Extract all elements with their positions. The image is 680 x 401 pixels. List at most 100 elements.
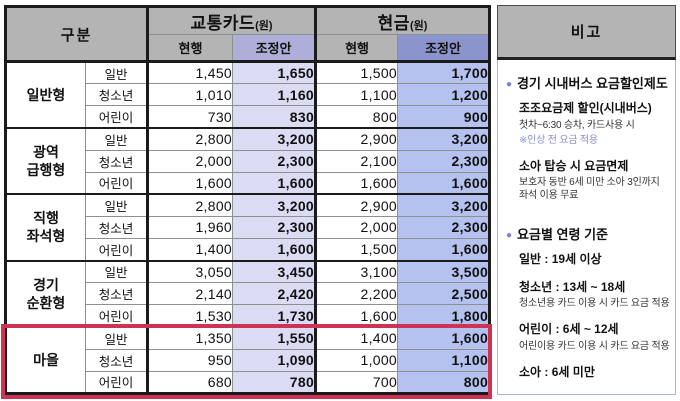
remarks-item: 보호자 동반 6세 미만 소아 3인까지 좌석 이용 무료 [519, 177, 660, 202]
cash-adjusted-header: 조정안 [397, 34, 491, 63]
cash-current-fare: 2,100 [315, 149, 399, 173]
cash-current-fare: 2,900 [315, 193, 399, 217]
group-header-row: 구분 교통카드(원) 현금(원) [4, 6, 491, 63]
card-current-fare: 2,800 [147, 127, 234, 151]
card-current-header: 현행 [147, 34, 234, 63]
card-current-fare: 3,050 [147, 260, 234, 284]
cash-adjusted-fare: 2,300 [397, 215, 491, 240]
age-label: 청소년 [84, 348, 150, 372]
age-label: 일반 [84, 326, 150, 350]
corner-header: 구분 [4, 6, 150, 63]
fare-row: 직행 좌석형 일반 2,800 3,200 2,900 3,200 [5, 193, 491, 262]
remarks-section-title-text: 경기 시내버스 요금할인제도 [517, 76, 668, 91]
cash-group-unit: (원) [409, 19, 428, 32]
cash-current-fare: 1,600 [315, 304, 399, 329]
age-label: 일반 [84, 193, 150, 217]
age-label: 일반 [84, 127, 150, 151]
cash-adjusted-fare: 1,700 [397, 60, 491, 85]
cash-adjusted-fare: 3,200 [397, 193, 491, 217]
cash-current-fare: 1,400 [315, 326, 399, 350]
card-group-unit: (원) [255, 19, 273, 32]
card-group-header: 교통카드(원) [147, 6, 318, 35]
remarks-item: 첫차~6:30 승차, 카드사용 시 [519, 119, 635, 131]
fare-row: 어린이 1,530 1,730 1,600 1,800 [6, 304, 491, 329]
fare-row: 청소년 950 1,090 1,000 1,100 [6, 348, 491, 372]
card-current-fare: 1,350 [147, 326, 234, 350]
sub-header-row: 현행 조정안 현행 조정안 [6, 34, 491, 63]
card-adjusted-fare: 3,200 [232, 193, 318, 217]
card-adjusted-fare: 3,450 [232, 260, 318, 284]
cash-adjusted-fare: 800 [397, 370, 491, 395]
card-current-fare: 730 [147, 105, 234, 129]
cash-adjusted-fare: 900 [397, 105, 491, 129]
age-label: 청소년 [84, 215, 150, 240]
cash-adjusted-fare: 1,600 [397, 326, 491, 350]
fare-row: 어린이 1,400 1,600 1,500 1,600 [6, 237, 491, 262]
card-adjusted-fare: 2,300 [232, 215, 318, 240]
row-group-label: 광역 급행형 [5, 127, 86, 196]
age-label: 일반 [84, 60, 150, 85]
remarks-item: 어린이용 카드 이용 시 카드 요금 적용 [519, 340, 670, 352]
remarks-item: 청소년용 카드 이용 시 카드 요금 적용 [519, 298, 670, 310]
cash-current-fare: 1,000 [315, 348, 399, 372]
card-adjusted-fare: 3,200 [232, 127, 318, 151]
fare-row: 광역 급행형 일반 2,800 3,200 2,900 3,200 [5, 127, 491, 196]
card-adjusted-fare: 1,650 [232, 60, 318, 85]
fare-row: 마을 일반 1,350 1,550 1,400 1,600 [5, 326, 491, 395]
fare-row: 일반형 일반 1,450 1,650 1,500 1,700 [5, 60, 491, 129]
row-group-label: 경기 순환형 [5, 260, 86, 329]
fare-row: 청소년 1,010 1,160 1,100 1,200 [6, 83, 491, 107]
fare-row: 어린이 680 780 700 800 [6, 370, 491, 395]
cash-adjusted-fare: 1,800 [397, 304, 491, 329]
cash-adjusted-fare: 2,300 [397, 149, 491, 173]
cash-adjusted-fare: 3,200 [397, 127, 491, 151]
fare-row: 청소년 2,140 2,420 2,200 2,500 [6, 282, 491, 306]
card-current-fare: 680 [147, 370, 234, 395]
cash-group-label: 현금 [377, 13, 410, 33]
bullet-icon: ● [506, 230, 513, 242]
age-label: 청소년 [84, 83, 150, 107]
card-current-fare: 1,530 [147, 304, 234, 329]
card-current-fare: 1,400 [147, 237, 234, 262]
remarks-header: 비고 [497, 5, 676, 60]
fare-row: 경기 순환형 일반 3,050 3,450 3,100 3,500 [5, 260, 491, 329]
card-adjusted-fare: 1,160 [232, 83, 318, 107]
card-adjusted-fare: 1,600 [232, 237, 318, 262]
card-adjusted-fare: 780 [232, 370, 318, 395]
fare-table-header: 구분 교통카드(원) 현금(원) 현행 조정안 현행 조정안 [4, 6, 491, 63]
cash-adjusted-fare: 3,500 [397, 260, 491, 284]
age-label: 일반 [84, 260, 150, 284]
cash-current-fare: 1,600 [315, 171, 399, 196]
remarks-item: 어린이 : 6세 ~ 12세 [519, 322, 619, 337]
cash-current-fare: 700 [315, 370, 399, 395]
remarks-section-title-text: 요금별 연령 기준 [517, 227, 608, 243]
card-current-fare: 2,000 [147, 149, 234, 173]
remarks-item: 조조요금제 할인(시내버스) [519, 101, 652, 115]
age-label: 청소년 [84, 282, 150, 306]
fare-table-body: 일반형 일반 1,450 1,650 1,500 1,700 청소년 1,010 1,160 1,… [5, 60, 491, 395]
remarks-items: 조조요금제 할인(시내버스) 첫차~6:30 승차, 카드사용 시 ※인상 전 요금… [506, 101, 671, 202]
cash-current-fare: 1,100 [315, 83, 399, 107]
cash-current-fare: 2,900 [315, 127, 399, 151]
remarks-section-title: ● 경기 시내버스 요금할인제도 [506, 73, 671, 92]
card-adjusted-fare: 830 [232, 105, 318, 129]
fare-row: 어린이 730 830 800 900 [6, 105, 491, 129]
remarks-items: 일반 : 19세 이상 청소년 : 13세 ~ 18세 청소년용 카드 이용 시 카… [506, 252, 671, 380]
cash-current-fare: 800 [315, 105, 399, 129]
cash-adjusted-fare: 2,500 [397, 282, 491, 306]
card-current-fare: 2,800 [147, 193, 234, 217]
cash-adjusted-fare: 1,600 [397, 171, 491, 196]
remarks-item: 소아 탑승 시 요금면제 [519, 158, 629, 173]
remarks-panel: 비고 ● 경기 시내버스 요금할인제도 조조요금제 할인(시내버스) 첫차~6:30 … [497, 5, 676, 395]
cash-group-header: 현금(원) [315, 6, 491, 35]
card-current-fare: 950 [147, 348, 234, 372]
remarks-item: ※인상 전 요금 적용 [519, 134, 598, 146]
age-label: 어린이 [84, 105, 150, 129]
age-label: 어린이 [84, 237, 150, 262]
cash-current-fare: 2,200 [315, 282, 399, 306]
card-adjusted-fare: 1,090 [232, 348, 318, 372]
age-label: 어린이 [84, 370, 150, 395]
card-adjusted-fare: 2,300 [232, 149, 318, 173]
